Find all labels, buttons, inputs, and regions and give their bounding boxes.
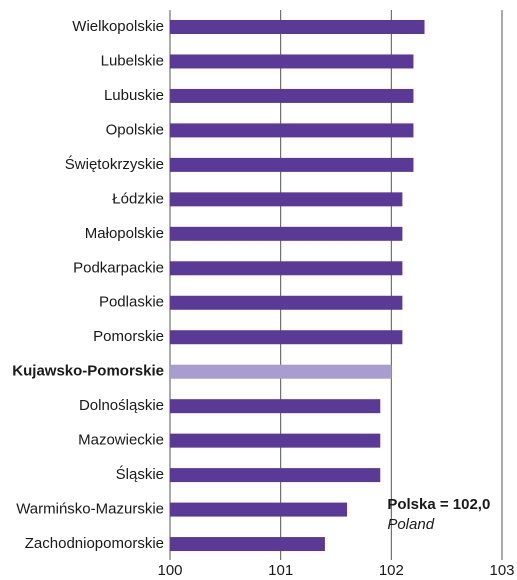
y-tick-label: Mazowieckie bbox=[78, 432, 164, 449]
bar bbox=[170, 261, 403, 276]
y-tick-label: Opolskie bbox=[106, 121, 164, 138]
bar bbox=[170, 123, 414, 138]
reference-sublabel: Poland bbox=[387, 516, 434, 533]
y-tick-label: Świętokrzyskie bbox=[65, 155, 164, 173]
bar bbox=[170, 364, 392, 379]
bar bbox=[170, 20, 425, 34]
bar bbox=[170, 157, 414, 172]
x-tick-label: 102 bbox=[379, 562, 404, 579]
bar bbox=[170, 399, 381, 414]
y-tick-label: Lubuskie bbox=[104, 87, 164, 104]
y-tick-label: Kujawsko-Pomorskie bbox=[12, 363, 164, 380]
bar bbox=[170, 502, 348, 517]
y-tick-label: Wielkopolskie bbox=[72, 18, 164, 35]
y-tick-label: Dolnośląskie bbox=[79, 397, 164, 414]
x-tick-label: 103 bbox=[489, 562, 514, 579]
bar bbox=[170, 295, 403, 310]
y-tick-label: Pomorskie bbox=[93, 328, 164, 345]
bar bbox=[170, 330, 403, 345]
y-tick-label: Podkarpackie bbox=[73, 259, 164, 276]
bar bbox=[170, 192, 403, 207]
y-tick-label: Zachodniopomorskie bbox=[25, 535, 164, 552]
bar bbox=[170, 226, 403, 241]
y-tick-label: Łódzkie bbox=[112, 190, 164, 207]
y-tick-label: Podlaskie bbox=[99, 294, 164, 311]
x-tick-label: 100 bbox=[157, 562, 182, 579]
x-tick-label: 101 bbox=[268, 562, 293, 579]
bar bbox=[170, 433, 381, 448]
bar bbox=[170, 54, 414, 69]
reference-label: Polska = 102,0 bbox=[387, 496, 490, 513]
bar bbox=[170, 537, 325, 552]
y-tick-label: Małopolskie bbox=[85, 225, 164, 242]
y-tick-label: Warmińsko-Mazurskie bbox=[16, 501, 164, 518]
bar bbox=[170, 88, 414, 103]
bar bbox=[170, 468, 381, 483]
y-tick-label: Śląskie bbox=[116, 465, 164, 483]
y-tick-label: Lubelskie bbox=[101, 52, 164, 69]
